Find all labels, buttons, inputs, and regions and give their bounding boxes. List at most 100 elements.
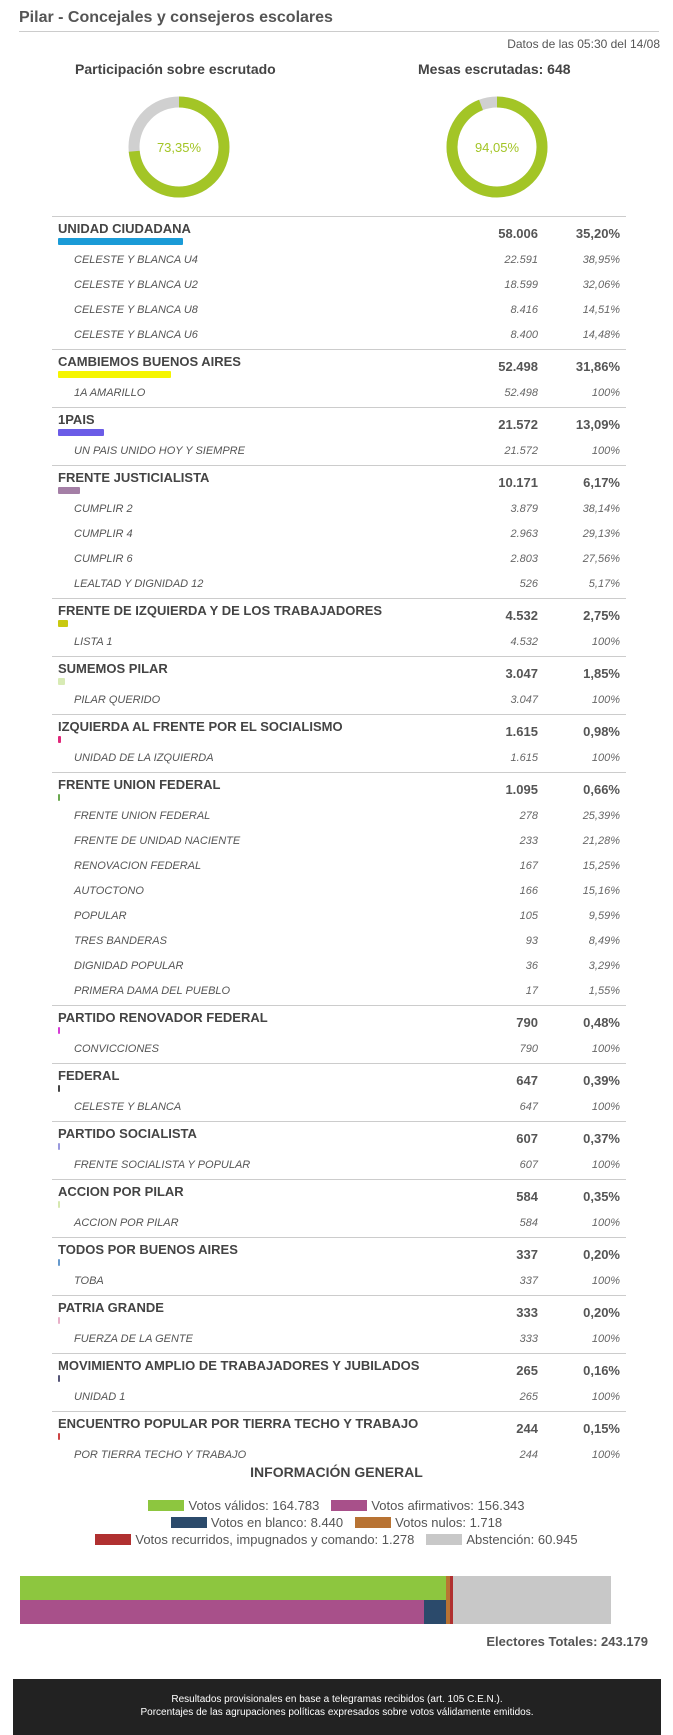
list-percentage: 100% <box>591 636 620 648</box>
party-block: 1PAIS 21.572 13,09% UN PAIS UNIDO HOY Y SIE… <box>52 407 626 465</box>
list-votes: 278 <box>519 810 538 822</box>
list-votes: 607 <box>519 1159 538 1171</box>
list-votes: 4.532 <box>510 636 538 648</box>
bar-affirmative-votes <box>20 1600 424 1624</box>
party-percentage: 0,48% <box>583 1015 620 1030</box>
list-percentage: 27,56% <box>582 553 620 565</box>
list-votes: 8.400 <box>510 329 538 341</box>
list-votes: 265 <box>519 1391 538 1403</box>
votes-breakdown-bar <box>20 1600 648 1624</box>
party-votes: 337 <box>516 1247 538 1262</box>
list-percentage: 100% <box>591 1333 620 1345</box>
party-color-bar <box>58 1085 60 1092</box>
list-votes: 244 <box>519 1449 538 1461</box>
list-votes: 93 <box>525 935 538 947</box>
list-row: CELESTE Y BLANCA 647 100% <box>52 1096 626 1121</box>
party-color-bar <box>58 678 65 685</box>
info-title: INFORMACIÓN GENERAL <box>250 1464 423 1480</box>
list-name: AUTOCTONO <box>74 885 144 897</box>
list-row: AUTOCTONO 166 15,16% <box>52 880 626 905</box>
list-percentage: 38,95% <box>582 254 620 266</box>
list-name: RENOVACION FEDERAL <box>74 860 202 872</box>
tables-donut: 94,05% <box>446 96 548 198</box>
list-votes: 2.963 <box>510 528 538 540</box>
list-votes: 22.591 <box>504 254 538 266</box>
party-color-bar <box>58 1143 60 1150</box>
list-percentage: 1,55% <box>588 985 620 997</box>
list-name: 1A AMARILLO <box>74 387 146 399</box>
party-row: 1PAIS 21.572 13,09% <box>52 408 626 440</box>
list-name: FRENTE DE UNIDAD NACIENTE <box>74 835 241 847</box>
party-percentage: 13,09% <box>575 417 620 432</box>
party-percentage: 35,20% <box>575 226 620 241</box>
party-block: PATRIA GRANDE 333 0,20% FUERZA DE LA GENTE 3… <box>52 1295 626 1353</box>
legend-label: Votos recurridos, impugnados y comando: … <box>135 1532 415 1547</box>
list-votes: 333 <box>519 1333 538 1345</box>
party-block: CAMBIEMOS BUENOS AIRES 52.498 31,86% 1A AMA… <box>52 349 626 407</box>
list-name: CELESTE Y BLANCA U4 <box>74 254 198 266</box>
list-votes: 2.803 <box>510 553 538 565</box>
bar-null-votes <box>445 1600 450 1624</box>
party-percentage: 31,86% <box>575 359 620 374</box>
list-name: CONVICCIONES <box>74 1043 159 1055</box>
party-percentage: 0,39% <box>583 1073 620 1088</box>
list-votes: 167 <box>519 860 538 872</box>
list-row: PILAR QUERIDO 3.047 100% <box>52 689 626 714</box>
list-percentage: 25,39% <box>582 810 620 822</box>
participation-value: 73,35% <box>157 140 202 155</box>
list-votes: 17 <box>525 985 538 997</box>
party-votes: 4.532 <box>505 608 538 623</box>
list-row: TRES BANDERAS 93 8,49% <box>52 930 626 955</box>
list-percentage: 9,59% <box>588 910 620 922</box>
party-votes: 790 <box>516 1015 538 1030</box>
party-block: FEDERAL 647 0,39% CELESTE Y BLANCA 647 100% <box>52 1063 626 1121</box>
party-votes: 1.615 <box>505 724 538 739</box>
party-percentage: 0,20% <box>583 1305 620 1320</box>
party-votes: 52.498 <box>498 359 538 374</box>
list-row: TOBA 337 100% <box>52 1270 626 1295</box>
list-votes: 52.498 <box>504 387 538 399</box>
party-percentage: 0,16% <box>583 1363 620 1378</box>
list-percentage: 100% <box>591 1159 620 1171</box>
party-votes: 1.095 <box>505 782 538 797</box>
list-votes: 790 <box>519 1043 538 1055</box>
list-row: ACCION POR PILAR 584 100% <box>52 1212 626 1237</box>
list-row: CELESTE Y BLANCA U8 8.416 14,51% <box>52 299 626 324</box>
party-votes: 244 <box>516 1421 538 1436</box>
bar-blank-votes <box>423 1600 446 1624</box>
party-row: FEDERAL 647 0,39% <box>52 1064 626 1096</box>
party-row: FRENTE JUSTICIALISTA 10.171 6,17% <box>52 466 626 498</box>
list-votes: 105 <box>519 910 538 922</box>
list-votes: 21.572 <box>504 445 538 457</box>
party-name: PARTIDO RENOVADOR FEDERAL <box>58 1010 268 1025</box>
legend-row-3: Votos recurridos, impugnados y comando: … <box>0 1532 673 1547</box>
list-name: CUMPLIR 6 <box>74 553 133 565</box>
list-percentage: 100% <box>591 1043 620 1055</box>
legend-row-1: Votos válidos: 164.783 Votos afirmativos:… <box>0 1498 673 1513</box>
list-percentage: 5,17% <box>588 578 620 590</box>
list-row: RENOVACION FEDERAL 167 15,25% <box>52 855 626 880</box>
party-percentage: 0,15% <box>583 1421 620 1436</box>
list-name: CELESTE Y BLANCA U6 <box>74 329 198 341</box>
party-percentage: 0,66% <box>583 782 620 797</box>
footer-line-2: Porcentajes de las agrupaciones política… <box>140 1707 534 1718</box>
legend-row-2: Votos en blanco: 8.440 Votos nulos: 1.718 <box>0 1515 673 1530</box>
bar-contested-votes <box>449 1600 454 1624</box>
list-percentage: 100% <box>591 1101 620 1113</box>
list-row: FRENTE DE UNIDAD NACIENTE 233 21,28% <box>52 830 626 855</box>
party-name: FRENTE DE IZQUIERDA Y DE LOS TRABAJADORE… <box>58 603 383 618</box>
page-title: Pilar - Concejales y consejeros escolare… <box>19 9 333 26</box>
list-percentage: 14,51% <box>582 304 620 316</box>
legend-swatch <box>355 1517 392 1528</box>
list-row: 1A AMARILLO 52.498 100% <box>52 382 626 407</box>
list-votes: 584 <box>519 1217 538 1229</box>
list-percentage: 100% <box>591 1449 620 1461</box>
legend-swatch <box>95 1534 132 1545</box>
list-name: LISTA 1 <box>74 636 113 648</box>
list-percentage: 15,25% <box>582 860 620 872</box>
list-row: POPULAR 105 9,59% <box>52 905 626 930</box>
list-votes: 233 <box>519 835 538 847</box>
bar-abstention <box>453 1600 611 1624</box>
list-row: FUERZA DE LA GENTE 333 100% <box>52 1328 626 1353</box>
party-block: FRENTE JUSTICIALISTA 10.171 6,17% CUMPLIR 2… <box>52 465 626 598</box>
